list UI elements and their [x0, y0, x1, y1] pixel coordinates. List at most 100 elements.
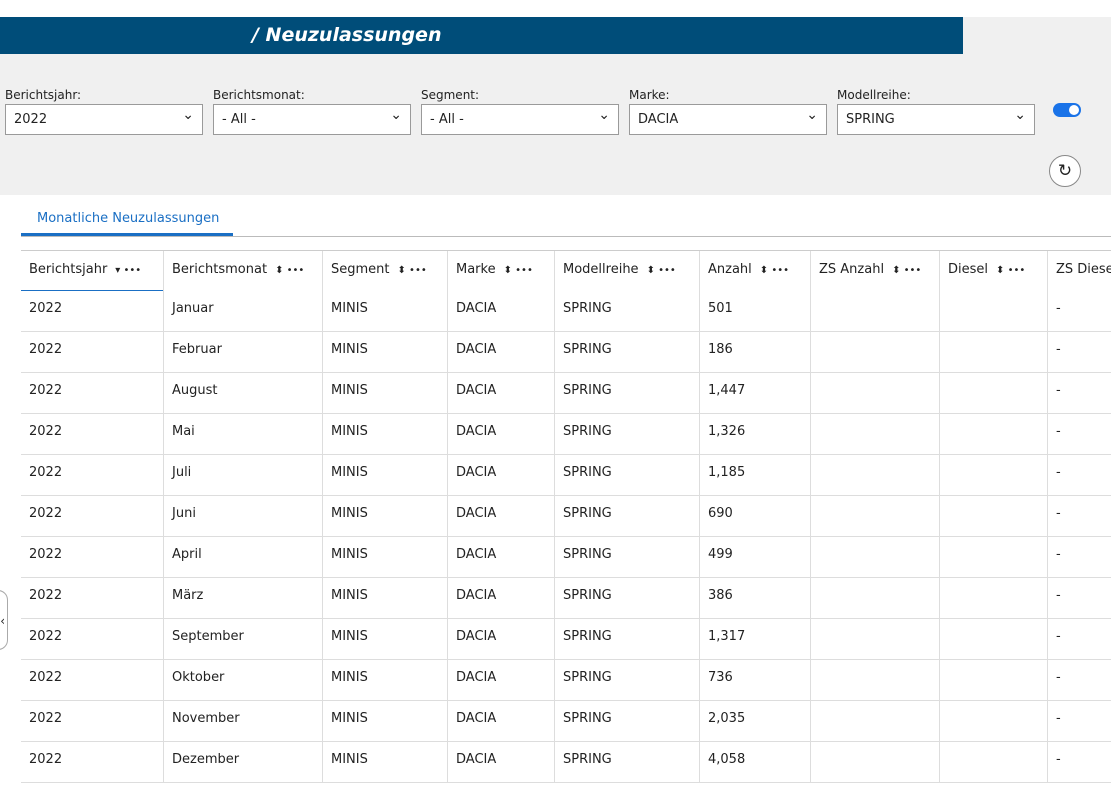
table-cell: Juli	[163, 455, 322, 496]
table-cell: 2022	[21, 619, 163, 660]
table-cell: 2022	[21, 496, 163, 537]
table-cell: 2022	[21, 578, 163, 619]
table-cell: 2022	[21, 537, 163, 578]
table-cell: DACIA	[447, 332, 554, 373]
table-cell	[939, 537, 1047, 578]
column-header[interactable]: ZS Anzahl ⬍ •••	[810, 251, 939, 291]
table-cell: SPRING	[554, 455, 699, 496]
table-cell	[810, 660, 939, 701]
column-title: Berichtsjahr	[29, 262, 108, 277]
table-cell: SPRING	[554, 414, 699, 455]
header-title: / Neuzulassungen	[252, 24, 442, 46]
table-cell: SPRING	[554, 578, 699, 619]
tab[interactable]: Monatliche Neuzulassungen	[37, 211, 220, 226]
header-underline	[21, 290, 163, 291]
column-header[interactable]: Segment ⬍ •••	[322, 251, 447, 291]
table-cell: MINIS	[322, 701, 447, 742]
column-title: Anzahl	[708, 262, 752, 277]
table-cell: 386	[699, 578, 810, 619]
table-cell	[939, 332, 1047, 373]
table-cell	[810, 455, 939, 496]
sort-menu-icons[interactable]: ⬍ •••	[892, 265, 922, 276]
sort-menu-icons[interactable]: ⬍ •••	[397, 265, 427, 276]
column-header[interactable]: ZS Diesel⬍ •••	[1047, 251, 1111, 291]
table-cell: 4,058	[699, 742, 810, 783]
table-cell: 2022	[21, 455, 163, 496]
column-header[interactable]: Diesel ⬍ •••	[939, 251, 1047, 291]
table-cell: DACIA	[447, 578, 554, 619]
table-cell: SPRING	[554, 742, 699, 783]
table-cell: MINIS	[322, 414, 447, 455]
table-cell	[810, 496, 939, 537]
filter-label: Modellreihe:	[837, 88, 911, 102]
table-cell: -	[1047, 537, 1111, 578]
table-cell	[939, 455, 1047, 496]
table-cell: -	[1047, 291, 1111, 332]
table-cell: DACIA	[447, 537, 554, 578]
column-header[interactable]: Marke ⬍ •••	[447, 251, 554, 291]
filter-label: Berichtsjahr:	[5, 88, 82, 102]
table-cell: MINIS	[322, 660, 447, 701]
column-header[interactable]: Berichtsmonat ⬍ •••	[163, 251, 322, 291]
table-cell: 2022	[21, 414, 163, 455]
collapse-handle[interactable]: ‹	[0, 590, 8, 650]
table-cell: DACIA	[447, 373, 554, 414]
table-cell	[810, 742, 939, 783]
reset-button[interactable]: ↻	[1049, 155, 1081, 187]
table-cell	[810, 619, 939, 660]
sort-menu-icons[interactable]: ⬍ •••	[503, 265, 533, 276]
sort-menu-icons[interactable]: ⬍ •••	[759, 265, 790, 276]
column-title: Diesel	[948, 262, 989, 277]
table-cell: -	[1047, 742, 1111, 783]
filter-select[interactable]: - All -	[421, 101, 619, 135]
table-cell: SPRING	[554, 660, 699, 701]
table-cell: 1,185	[699, 455, 810, 496]
table-cell	[939, 414, 1047, 455]
column-title: Berichtsmonat	[172, 262, 268, 277]
column-header[interactable]: Anzahl ⬍ •••	[699, 251, 810, 291]
sort-menu-icons[interactable]: ⬍ •••	[996, 265, 1026, 276]
table-cell	[939, 496, 1047, 537]
sort-menu-icons[interactable]: ▾ •••	[115, 265, 142, 276]
table-cell	[810, 332, 939, 373]
table-cell: März	[163, 578, 322, 619]
sort-menu-icons[interactable]: ⬍ •••	[275, 265, 305, 276]
column-title: ZS Anzahl	[819, 262, 885, 277]
table-cell	[939, 619, 1047, 660]
table-cell: DACIA	[447, 414, 554, 455]
filter-select[interactable]: SPRING	[837, 101, 1035, 135]
filter-select[interactable]: - All -	[213, 101, 411, 135]
table-cell: 499	[699, 537, 810, 578]
sort-menu-icons[interactable]: ⬍ •••	[646, 265, 676, 276]
toggle[interactable]	[1053, 103, 1081, 117]
table-cell: MINIS	[322, 291, 447, 332]
table-cell: MINIS	[322, 332, 447, 373]
table-cell: 186	[699, 332, 810, 373]
filter-select[interactable]: 2022	[5, 101, 203, 135]
table-cell: 2022	[21, 742, 163, 783]
table-cell: -	[1047, 373, 1111, 414]
table-cell: MINIS	[322, 742, 447, 783]
table-cell	[810, 291, 939, 332]
column-header[interactable]: Berichtsjahr ▾ •••	[21, 251, 163, 291]
table-cell	[810, 701, 939, 742]
table-cell: MINIS	[322, 578, 447, 619]
table-cell	[939, 578, 1047, 619]
table-cell: DACIA	[447, 455, 554, 496]
header-bar	[0, 17, 963, 54]
table-cell: Oktober	[163, 660, 322, 701]
table-cell: SPRING	[554, 496, 699, 537]
filter-label: Berichtsmonat:	[213, 88, 305, 102]
table-cell: SPRING	[554, 701, 699, 742]
column-header[interactable]: Modellreihe ⬍ •••	[554, 251, 699, 291]
table-cell: DACIA	[447, 291, 554, 332]
filter-select[interactable]: DACIA	[629, 101, 827, 135]
table-cell: SPRING	[554, 332, 699, 373]
table-cell: 1,447	[699, 373, 810, 414]
table-cell: -	[1047, 414, 1111, 455]
table-cell: 2022	[21, 332, 163, 373]
column-title: Marke	[456, 262, 496, 277]
table-cell	[810, 537, 939, 578]
column-title: Segment	[331, 262, 390, 277]
table-cell	[810, 373, 939, 414]
